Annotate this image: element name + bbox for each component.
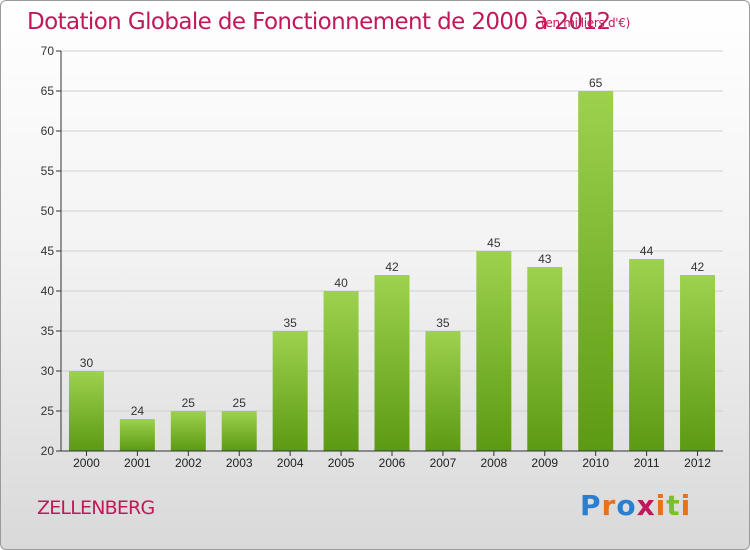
x-tick-label: 2006 (379, 456, 406, 470)
bar-value-label: 42 (385, 260, 399, 274)
bar (578, 91, 614, 451)
bar-value-label: 42 (691, 260, 705, 274)
bar (68, 371, 104, 451)
y-tick-label: 60 (41, 124, 55, 138)
bar (221, 411, 257, 451)
bar-value-label: 45 (487, 236, 501, 250)
bar (527, 267, 563, 451)
bar-value-label: 25 (233, 396, 247, 410)
y-tick-label: 20 (41, 444, 55, 458)
bar-value-label: 44 (640, 244, 654, 258)
x-tick-label: 2008 (480, 456, 507, 470)
bar-value-label: 24 (131, 404, 145, 418)
bar-value-label: 43 (538, 252, 552, 266)
x-tick-label: 2007 (430, 456, 457, 470)
chart-subtitle: (en milliers d'€) (541, 16, 631, 30)
x-tick-label: 2000 (73, 456, 100, 470)
bar (629, 259, 665, 451)
y-tick-label: 70 (41, 44, 55, 58)
chart-title: Dotation Globale de Fonctionnement de 20… (27, 9, 611, 35)
bar (323, 291, 359, 451)
bar (680, 275, 716, 451)
bar (476, 251, 512, 451)
bar-value-label: 35 (283, 316, 297, 330)
y-tick-label: 40 (41, 284, 55, 298)
axes (56, 50, 723, 456)
logo-letter: P (580, 489, 602, 522)
logo-letter: i (655, 489, 667, 522)
x-tick-label: 2004 (277, 456, 304, 470)
y-tick-label: 25 (41, 404, 55, 418)
bar-value-label: 25 (182, 396, 196, 410)
logo-letter: x (636, 489, 656, 522)
x-tick-label: 2012 (684, 456, 711, 470)
commune-name: ZELLENBERG (37, 497, 155, 519)
x-tick-label: 2001 (124, 456, 151, 470)
bar (425, 331, 461, 451)
y-tick-label: 55 (41, 164, 55, 178)
logo-letter: t (666, 489, 681, 522)
labels: 20 25 30 35 40 45 50 55 60 65 70 30 2000 24 2001 25 2002… (41, 44, 712, 470)
bar (272, 331, 308, 451)
logo-letter: i (680, 489, 692, 522)
bar (170, 411, 206, 451)
y-tick-label: 30 (41, 364, 55, 378)
bar-value-label: 65 (589, 76, 603, 90)
x-tick-label: 2002 (175, 456, 202, 470)
x-tick-label: 2009 (531, 456, 558, 470)
bar (374, 275, 410, 451)
bar-value-label: 40 (334, 276, 348, 290)
x-tick-label: 2011 (634, 456, 660, 470)
proxiti-logo[interactable]: Proxiti (580, 489, 691, 522)
x-tick-label: 2010 (582, 456, 609, 470)
bar-value-label: 30 (80, 356, 94, 370)
x-tick-label: 2005 (328, 456, 355, 470)
bar (119, 419, 155, 451)
logo-letter: r (601, 489, 617, 522)
y-tick-label: 50 (41, 204, 55, 218)
bar-value-label: 35 (436, 316, 450, 330)
y-tick-label: 45 (41, 244, 55, 258)
x-tick-label: 2003 (226, 456, 253, 470)
y-tick-label: 35 (41, 324, 55, 338)
logo-letter: o (616, 489, 637, 522)
y-tick-label: 65 (41, 84, 55, 98)
bars (68, 91, 716, 451)
